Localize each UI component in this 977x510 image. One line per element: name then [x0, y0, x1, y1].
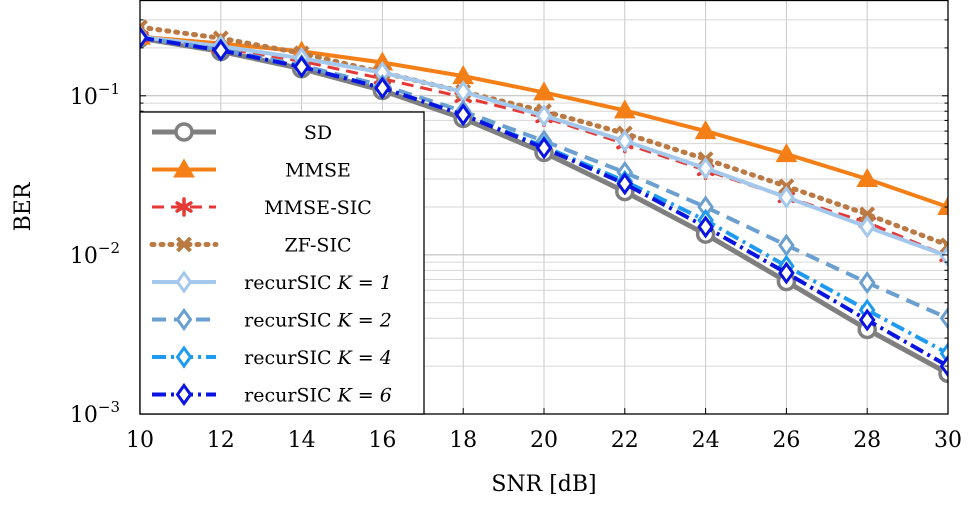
data-point-recursic-k-1	[858, 215, 876, 239]
data-point-recursic-k-6	[858, 308, 876, 332]
data-point-recursic-k-6	[374, 76, 391, 100]
legend-label: recurSIC K = 6	[244, 385, 392, 407]
data-point-zf-sic	[940, 237, 948, 254]
x-tick-label: 26	[772, 428, 800, 453]
legend-marker	[175, 270, 193, 294]
legend-marker	[175, 382, 193, 407]
legend-marker	[175, 307, 193, 332]
data-point-recursic-k-6	[293, 55, 310, 79]
data-point-mmse	[775, 143, 798, 163]
legend-marker	[176, 236, 192, 253]
x-tick-label: 28	[853, 428, 881, 453]
data-point-recursic-k-6	[212, 38, 230, 62]
data-point-recursic-k-2	[858, 271, 876, 295]
data-point-mmse	[533, 81, 555, 101]
data-point-recursic-k-6	[140, 26, 149, 50]
x-tick-label: 20	[530, 428, 558, 453]
data-point-recursic-k-1	[697, 156, 714, 180]
x-tick-label: 22	[611, 428, 639, 453]
data-point-recursic-k-1	[535, 104, 553, 128]
data-point-recursic-k-1	[778, 185, 795, 209]
legend-entry-mmse-sic: MMSE-SIC	[152, 197, 372, 219]
data-point-mmse	[613, 99, 636, 119]
x-tick-label: 24	[692, 428, 720, 453]
legend-label: MMSE-SIC	[264, 197, 372, 219]
data-point-zf-sic	[859, 206, 876, 223]
legend-label: recurSIC K = 1	[244, 272, 392, 294]
legend-label: ZF-SIC	[284, 235, 351, 257]
legend-label: SD	[304, 122, 332, 144]
x-tick-label: 18	[449, 428, 477, 453]
data-point-mmse	[694, 120, 717, 140]
x-tick-label: 12	[207, 428, 235, 453]
legend-entry-zf-sic: ZF-SIC	[149, 235, 352, 257]
legend-entry-recursic-k-1: recurSIC K = 1	[152, 270, 392, 294]
legend-entry-recursic-k-4: recurSIC K = 4	[152, 345, 392, 369]
legend-label: recurSIC K = 4	[244, 347, 392, 369]
legend-entry-sd: SD	[152, 122, 332, 144]
data-point-recursic-k-6	[535, 136, 553, 160]
legend-marker	[175, 197, 193, 217]
data-point-recursic-k-6	[697, 215, 714, 239]
series-recursic-k-6	[140, 26, 948, 378]
legend-label: recurSIC K = 2	[244, 310, 392, 332]
y-tick-label: 10−3	[70, 398, 120, 428]
legend-marker	[175, 345, 193, 369]
legend: SD MMSE MMSE-SIC ZF-SIC recurSIC K = 1 recurS…	[139, 111, 425, 415]
data-point-recursic-k-6	[616, 172, 634, 196]
y-axis-label: BER	[11, 181, 36, 231]
y-tick-label: 10−1	[70, 80, 120, 110]
x-tick-label: 10	[126, 428, 154, 453]
data-point-recursic-k-2	[778, 233, 795, 257]
x-tick-label: 16	[368, 428, 396, 453]
data-point-mmse	[856, 167, 879, 187]
x-axis-label: SNR [dB]	[491, 472, 596, 497]
legend-label: MMSE	[285, 160, 351, 182]
series-line-recursic-k-6	[140, 35, 948, 368]
data-point-recursic-k-1	[939, 244, 948, 268]
legend-entry-recursic-k-6: recurSIC K = 6	[152, 382, 392, 407]
data-point-recursic-k-1	[616, 129, 634, 153]
legend-marker	[173, 158, 195, 178]
x-tick-label: 30	[934, 428, 962, 453]
data-point-mmse	[937, 195, 948, 215]
legend-entry-mmse: MMSE	[152, 158, 351, 182]
data-point-recursic-k-6	[454, 103, 472, 127]
data-point-recursic-k-6	[778, 261, 795, 285]
legend-entry-recursic-k-2: recurSIC K = 2	[152, 307, 392, 332]
x-tick-label: 14	[288, 428, 316, 453]
legend-marker	[174, 122, 194, 142]
y-tick-label: 10−2	[70, 239, 120, 269]
